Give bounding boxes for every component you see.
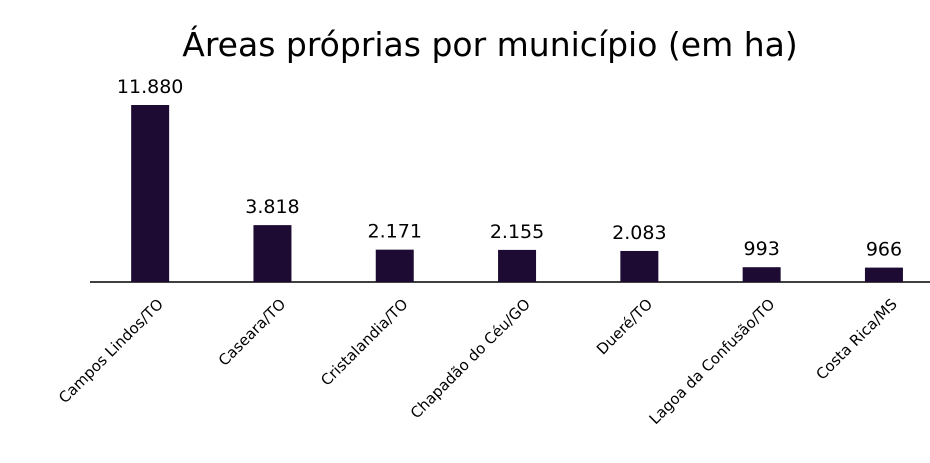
x-tick-label: Caseara/TO xyxy=(215,295,289,369)
bar xyxy=(498,249,537,282)
bar xyxy=(253,225,292,282)
x-tick-label: Chapadão do Céu/GO xyxy=(407,295,534,422)
value-label: 2.171 xyxy=(368,221,422,243)
x-tick-label: Lagoa da Confusão/TO xyxy=(646,295,779,428)
bar xyxy=(742,267,781,282)
bar xyxy=(620,250,659,282)
value-label: 11.880 xyxy=(117,76,183,98)
value-label: 3.818 xyxy=(245,196,299,218)
bar xyxy=(864,267,903,282)
bar xyxy=(375,249,414,282)
value-label: 993 xyxy=(744,238,780,260)
value-label: 966 xyxy=(866,239,902,261)
bar xyxy=(131,105,170,282)
x-tick-label: Campos Lindos/TO xyxy=(55,295,167,407)
x-tick-label: Dueré/TO xyxy=(593,295,656,358)
chart-title: Áreas próprias por município (em ha) xyxy=(182,24,797,64)
value-label: 2.155 xyxy=(490,221,544,243)
x-tick-label: Cristalandia/TO xyxy=(317,295,411,389)
x-tick-label: Costa Rica/MS xyxy=(812,295,900,383)
value-label: 2.083 xyxy=(612,222,666,244)
